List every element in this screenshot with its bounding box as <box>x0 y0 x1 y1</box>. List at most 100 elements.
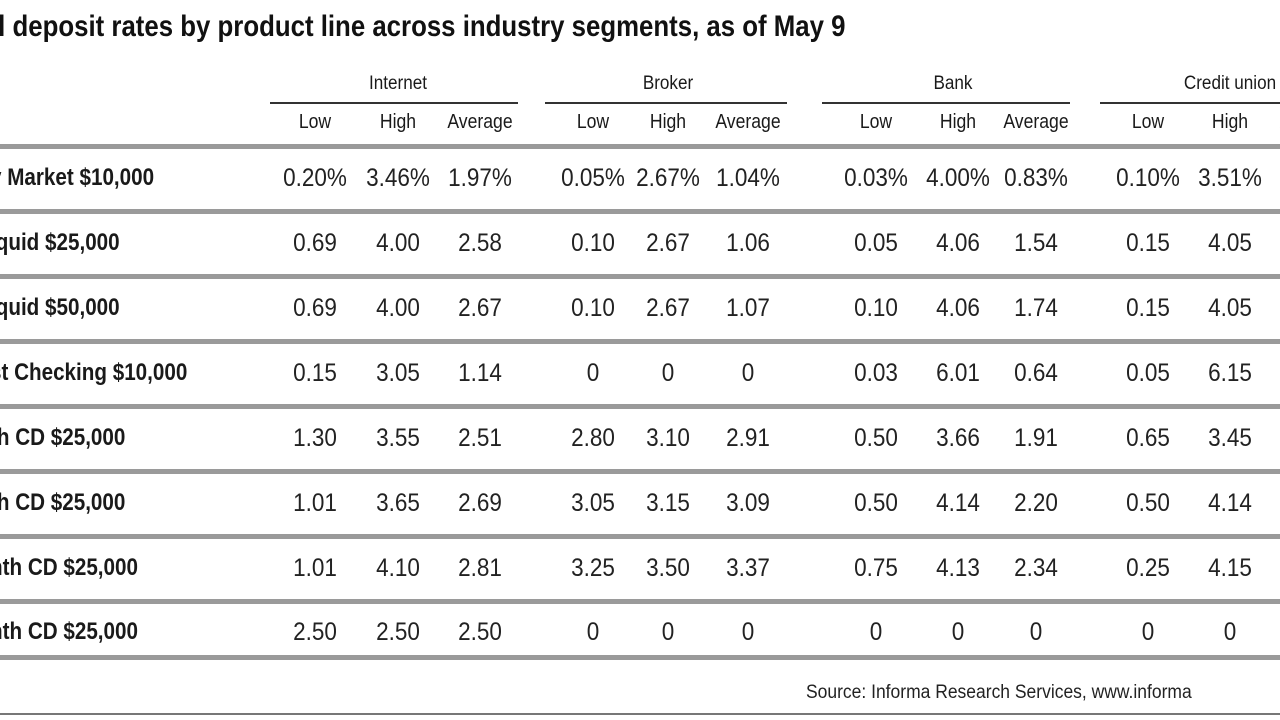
bottom-divider <box>0 713 1280 715</box>
table-cell: 0 <box>869 618 883 646</box>
table-cell: 0 <box>586 618 600 646</box>
table-cell: 2 <box>1250 489 1280 518</box>
table-cell: 4.10 <box>376 554 420 582</box>
table-cell: 2.67 <box>458 294 502 322</box>
table-cell: 1.01 <box>293 554 337 582</box>
column-header: Low <box>859 111 893 133</box>
segment-underline <box>270 102 518 104</box>
column-header: Low <box>298 111 332 133</box>
table-cell: 3.05 <box>571 489 615 517</box>
column-header: Low <box>1131 111 1165 133</box>
table-cell: 1 <box>1250 229 1280 258</box>
table-cell: 0 <box>661 359 675 387</box>
row-divider <box>0 144 1280 149</box>
table-cell: 3.15 <box>646 489 690 517</box>
column-header: Average <box>1003 111 1069 133</box>
table-cell: 0 <box>1223 618 1237 646</box>
table-cell: 1.06 <box>726 229 770 257</box>
table-cell: 2 <box>1250 554 1280 583</box>
table-cell: 3.50 <box>646 554 690 582</box>
table-cell: 3.25 <box>571 554 615 582</box>
table-cell: 0.15 <box>293 359 337 387</box>
segment-header: Broker <box>642 73 694 94</box>
column-header: Average <box>715 111 781 133</box>
table-cell: 3.55 <box>376 424 420 452</box>
column-header: High <box>1211 111 1249 133</box>
table-cell: 0.10 <box>571 294 615 322</box>
table-cell: 4.14 <box>1208 489 1252 517</box>
table-cell: 0 <box>586 359 600 387</box>
table-cell: 0.20% <box>283 164 347 192</box>
table-title: il deposit rates by product line across … <box>0 10 846 43</box>
row-label: iquid $50,000 <box>0 294 120 321</box>
table-cell: 4.00 <box>376 229 420 257</box>
table-cell: 2 <box>1250 424 1280 453</box>
column-header: High <box>379 111 417 133</box>
table-cell: 0.10 <box>854 294 898 322</box>
table-cell: 3.45 <box>1208 424 1252 452</box>
table-cell: 1 <box>1250 164 1280 193</box>
table-cell: 0.50 <box>854 424 898 452</box>
table-cell: 1.74 <box>1014 294 1058 322</box>
table-cell: 1.54 <box>1014 229 1058 257</box>
table-cell: 6.01 <box>936 359 980 387</box>
segment-header: Credit union <box>1183 73 1277 94</box>
table-cell: 3.46% <box>366 164 430 192</box>
table-cell: 2.67 <box>646 229 690 257</box>
source-note: Source: Informa Research Services, www.i… <box>806 682 1192 703</box>
row-divider <box>0 599 1280 604</box>
table-cell: 2.50 <box>293 618 337 646</box>
table-cell: 0.10% <box>1116 164 1180 192</box>
table-cell: 2.80 <box>571 424 615 452</box>
row-label: nth CD $25,000 <box>0 554 138 581</box>
table-cell: 4.14 <box>936 489 980 517</box>
table-cell: 0 <box>1141 618 1155 646</box>
table-cell: 0.69 <box>293 294 337 322</box>
table-cell: 4.13 <box>936 554 980 582</box>
table-cell: 2.58 <box>458 229 502 257</box>
table-cell: 0 <box>951 618 965 646</box>
table-cell: 0 <box>741 359 755 387</box>
table-cell: 3.05 <box>376 359 420 387</box>
table-cell: 0.03 <box>854 359 898 387</box>
table-cell: 0 <box>661 618 675 646</box>
table-cell: 4.05 <box>1208 229 1252 257</box>
segment-underline <box>822 102 1070 104</box>
table-cell: 4.00% <box>926 164 990 192</box>
table-cell: 2.67% <box>636 164 700 192</box>
segment-header: Bank <box>933 73 973 94</box>
table-cell: 4.15 <box>1208 554 1252 582</box>
row-divider <box>0 404 1280 409</box>
column-header: Average <box>447 111 513 133</box>
table-cell: 4.06 <box>936 294 980 322</box>
row-divider <box>0 274 1280 279</box>
row-divider <box>0 534 1280 539</box>
table-cell: 1.97% <box>448 164 512 192</box>
row-label: th CD $25,000 <box>0 424 126 451</box>
segment-underline <box>1100 102 1280 104</box>
column-header: Av <box>1255 111 1280 134</box>
table-cell: 0.05 <box>1126 359 1170 387</box>
table-cell: 0.05 <box>854 229 898 257</box>
table-cell: 2.67 <box>646 294 690 322</box>
table-cell: 0.64 <box>1014 359 1058 387</box>
table-cell: 1.14 <box>458 359 502 387</box>
table-cell: 3.37 <box>726 554 770 582</box>
table-cell: 0.03% <box>844 164 908 192</box>
table-cell: 4.06 <box>936 229 980 257</box>
table-cell: 0.50 <box>1126 489 1170 517</box>
row-label: st Checking $10,000 <box>0 359 188 386</box>
table-cell: 2.20 <box>1014 489 1058 517</box>
table-cell: 2 <box>1250 294 1280 323</box>
table-cell: 0.83% <box>1004 164 1068 192</box>
row-label: y Market $10,000 <box>0 164 155 191</box>
table-cell: 3.51% <box>1198 164 1262 192</box>
row-label: nth CD $25,000 <box>0 618 138 645</box>
table-cell: 0.25 <box>1126 554 1170 582</box>
table-cell: 0 <box>1250 359 1280 388</box>
table-cell: 3.10 <box>646 424 690 452</box>
table-cell: 1.01 <box>293 489 337 517</box>
table-cell: 6.15 <box>1208 359 1252 387</box>
table-cell: 1.91 <box>1014 424 1058 452</box>
